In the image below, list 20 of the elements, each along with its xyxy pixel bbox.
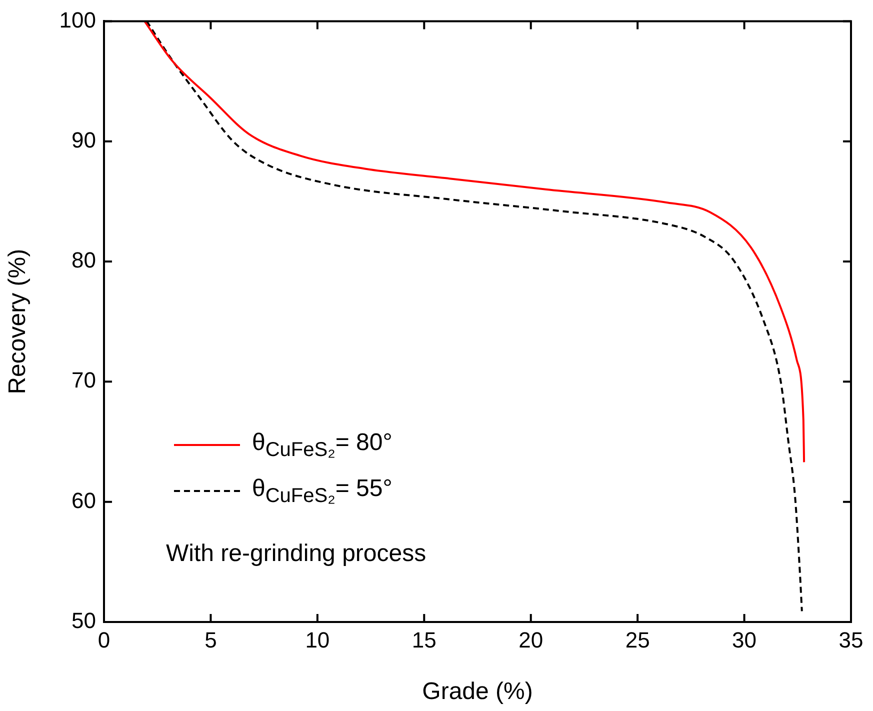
x-tick-label: 20 — [518, 627, 544, 652]
x-tick-label: 5 — [204, 627, 217, 652]
legend-label: θ$_{CuFeS₂}$= 55° — [252, 474, 392, 508]
y-tick-label: 90 — [72, 127, 96, 152]
x-tick-label: 10 — [305, 627, 330, 652]
line-series — [144, 21, 806, 464]
x-tick-label: 25 — [625, 627, 650, 652]
y-axis-title: Recovery (%) — [4, 248, 32, 394]
x-tick-label: 15 — [412, 627, 436, 652]
x-tick-label: 30 — [732, 627, 757, 652]
x-axis-title: Grade (%) — [422, 678, 533, 706]
y-tick-label: 100 — [59, 7, 96, 32]
x-tick-label: 35 — [838, 627, 864, 652]
y-tick-label: 50 — [72, 608, 96, 634]
y-tick-label: 60 — [72, 488, 96, 513]
annotation: With re-grinding process — [166, 540, 426, 568]
x-tick-label: 0 — [98, 627, 110, 652]
y-tick-label: 70 — [72, 368, 96, 393]
y-tick-label: 80 — [72, 248, 96, 273]
legend-label: θ$_{CuFeS₂}$= 80° — [252, 428, 392, 462]
